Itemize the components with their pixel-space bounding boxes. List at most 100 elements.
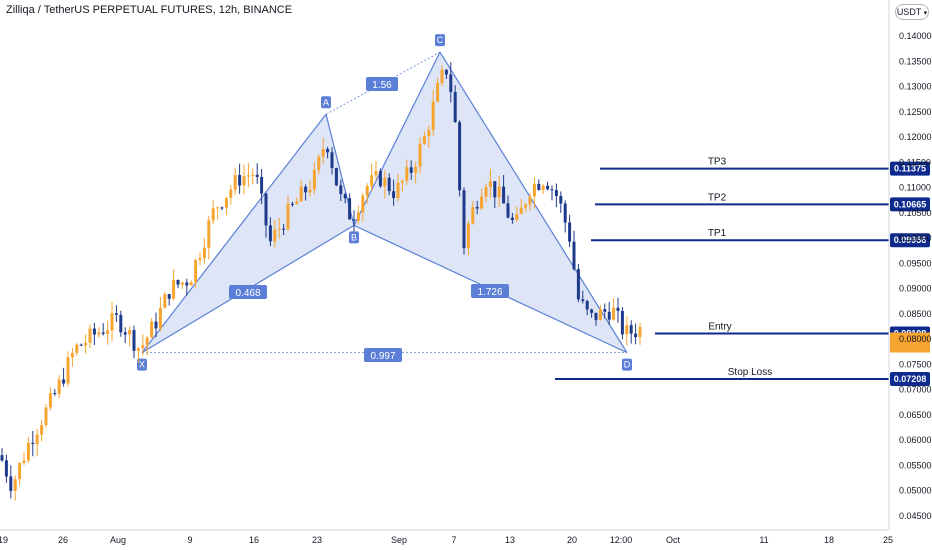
last-price-tag [890,332,930,353]
candle-body [185,282,189,286]
ratio-label: 1.726 [477,287,502,298]
bcd-triangle [354,52,627,353]
candle-body [233,175,237,190]
candle-body [506,203,510,218]
candle-body [246,175,250,177]
tp1-price-tag-text: 0.09956 [894,235,927,245]
candle-body [79,344,83,346]
candle-body [154,321,158,329]
point-marker-x [137,358,147,371]
candle-body [436,82,440,102]
time-tick-label: 9 [187,535,192,545]
stop-loss-price-tag-text: 0.07208 [894,374,927,384]
candle-body [132,329,136,351]
candle-body [224,197,228,208]
candle-body [4,460,8,477]
point-marker-c [435,34,445,47]
time-axis[interactable]: 19 26 Aug 9 16 23 Sep 7 13 20 12:00 Oct 11 18 25 [0,529,893,545]
candle-body [440,69,444,83]
time-tick-label: Sep [391,535,407,545]
candle-body [396,182,400,199]
candle-body [563,203,567,223]
candle-body [532,183,536,197]
candle-body [356,212,360,221]
point-label-b: B [351,232,357,242]
candle-body [330,152,334,169]
candle-body [238,175,242,186]
price-tick-label: 0.05500 [899,460,932,470]
candle-body [176,280,180,285]
candle-body [312,169,316,190]
candle-body [31,442,35,444]
candle-body [251,174,255,176]
candle-body [370,175,374,187]
time-tick-label: 16 [249,535,259,545]
price-tick-label: 0.13000 [899,82,932,92]
candle-body [295,201,299,205]
candle-body [207,220,211,248]
candle-body [255,174,259,177]
candle-body [299,186,303,202]
candle-body [167,294,171,299]
tp2-price-tag-text: 0.10665 [894,199,927,209]
candle-body [101,332,105,334]
candle-body [339,185,343,195]
candle-body [229,189,233,198]
candle-body [75,344,79,353]
price-tick-label: 0.07500 [899,359,932,369]
candle-body [13,479,17,491]
candle-body [616,307,620,311]
candle-body [493,181,497,198]
price-tick-label: 0.08000 [899,334,932,344]
currency-button[interactable]: USDT ▾ [895,4,929,20]
candle-body [202,247,206,259]
candle-body [35,434,39,444]
candle-body [554,190,558,196]
candle-body [277,228,281,230]
candle-body [242,176,246,186]
price-axis[interactable]: 0.14000 0.13500 0.13000 0.12500 0.12000 0.115… [888,0,932,530]
time-tick-label: 13 [505,535,515,545]
candle-body [158,307,162,329]
candle-body [510,217,514,221]
ratio-label: 1.56 [372,80,392,91]
trade-levels[interactable]: TP30.11375TP20.10665TP10.09956Entry0.081… [555,157,930,386]
point-marker-a [321,96,331,109]
tp1-label: TP1 [708,228,727,239]
candle-body [290,203,294,205]
candle-body [282,228,286,230]
harmonic-pattern[interactable]: X A B C D 0.468 1.56 1.726 0.997 [137,34,632,371]
candle-body [378,171,382,187]
price-tick-label: 0.08500 [899,309,932,319]
ratio-label: 0.468 [235,288,260,299]
candle-body [620,310,624,335]
time-tick-label: 23 [312,535,322,545]
candle-body [484,187,488,197]
currency-label: USDT [896,7,922,17]
ratio-box [366,77,398,91]
candle-body [110,313,114,331]
tp3-price-tag [890,161,930,176]
candle-body [572,241,576,270]
xab-triangle [142,114,354,353]
chevron-down-icon: ▾ [923,10,928,17]
candle-body [304,186,308,193]
time-tick-label: 25 [883,535,893,545]
candle-body [198,258,202,261]
candle-body [172,280,176,299]
time-tick-label: 11 [759,535,768,545]
candle-body [264,193,268,226]
candle-body [576,269,580,300]
candle-body [88,328,92,343]
candle-body [374,171,378,176]
candle-body [348,198,352,220]
price-tick-label: 0.04500 [899,511,932,521]
time-tick-label: Oct [666,535,681,545]
point-label-d: D [624,360,631,370]
candle-body [211,208,215,221]
candle-body [53,393,57,395]
candle-body [598,309,602,321]
candle-body [409,167,413,173]
time-tick-label: 7 [451,535,456,545]
